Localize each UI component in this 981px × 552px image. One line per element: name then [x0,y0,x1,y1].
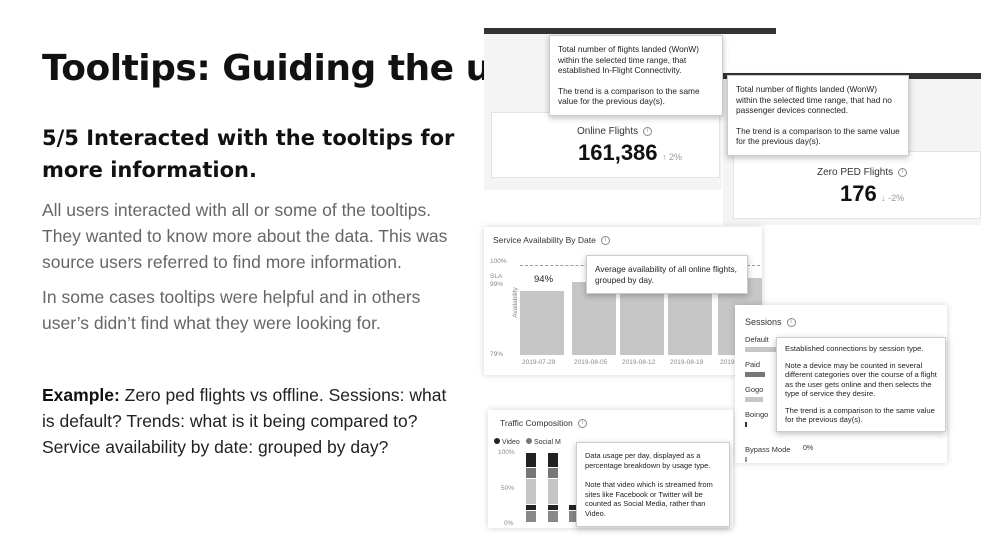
zero-ped-value: 176 [840,181,877,206]
session-row-label: Gogo [745,385,764,394]
bypass-value: 0% [803,445,814,452]
online-flights-value-row: 161,386 ↑ 2% [578,140,682,166]
date-tick: 2019 [720,359,735,366]
paragraph-1: All users interacted with all or some of… [42,200,448,272]
online-flights-value: 161,386 [578,140,658,165]
session-row-label: Boingo [745,410,769,419]
header-bar [484,28,776,34]
online-flights-trend: ↑ 2% [661,152,682,162]
example-label: Example: [42,385,120,405]
session-row-label: Default [745,335,769,344]
legend-video: Video [494,438,520,446]
zero-ped-tooltip: Total number of flights landed (WonW) wi… [727,75,909,156]
sessions-tooltip: Established connections by session type.… [776,337,946,432]
sla-label: SLA [490,273,503,280]
info-icon[interactable]: i [600,236,610,246]
bar-value-label: 94% [534,274,554,285]
session-row-label: Bypass Mode [745,445,791,454]
traffic-bar-segment [526,453,536,467]
traffic-composition-tooltip: Data usage per day, displayed as a perce… [576,442,730,527]
traffic-bar-segment [547,505,558,510]
service-availability-tooltip: Average availability of all online fligh… [586,255,748,294]
traffic-bar-segment [547,468,558,478]
online-flights-tooltip: Total number of flights landed (WonW) wi… [549,35,723,116]
traffic-bar-segment [547,479,558,504]
availability-bar[interactable] [520,290,564,355]
y-tick-top: 100% [490,258,507,265]
example-body: Zero ped flights vs offline. Sessions: w… [42,385,447,457]
online-flights-label: Online Flights i [577,126,653,137]
availability-bar[interactable] [668,282,712,355]
date-tick: 2019-08-05 [574,359,608,366]
traffic-bar-segment [569,505,579,510]
service-availability-panel: Service Availability By Date i 100% SLA 9… [484,227,762,375]
y-tick-bottom: 79% [490,351,504,358]
traffic-bar-segment [526,468,536,478]
example-text: Example: Zero ped flights vs offline. Se… [42,382,462,460]
session-bar [745,397,763,402]
slide-subtitle: 5/5 Interacted with the tooltips for mor… [42,126,455,182]
availability-bar[interactable] [572,282,616,355]
session-bar [745,422,747,427]
traffic-bar-segment [569,511,579,522]
zero-ped-label: Zero PED Flights i [817,167,908,178]
session-row-label: Paid [745,360,761,369]
sla-value: 99% [490,281,504,288]
y-tick-0: 0% [504,520,514,527]
traffic-composition-title: Traffic Composition i [500,418,587,429]
slide-title: Tooltips: Guiding the user [42,48,553,89]
service-availability-title: Service Availability By Date i [493,235,610,246]
online-flights-card: Online Flights i 161,386 ↑ 2% [491,112,720,178]
info-icon[interactable]: i [786,318,796,328]
paragraph-2: In some cases tooltips were helpful and … [42,287,421,333]
info-icon[interactable]: i [643,126,653,136]
date-tick: 2019-08-12 [622,359,656,366]
zero-ped-trend: ↓ -2% [881,193,905,203]
zero-ped-card: Zero PED Flights i 176 ↓ -2% [733,151,981,219]
y-tick-100: 100% [498,449,515,456]
traffic-bar-segment [526,479,536,504]
traffic-bar-segment [547,511,558,522]
date-tick: 2019-08-19 [670,359,704,366]
date-tick: 2019-07-29 [522,359,556,366]
traffic-bar-segment [526,511,536,522]
zero-ped-value-row: 176 ↓ -2% [840,181,904,207]
info-icon[interactable]: i [898,167,908,177]
info-icon[interactable]: i [577,419,587,429]
sessions-title: Sessions i [745,317,796,328]
session-bar [745,457,747,462]
session-bar [745,372,765,377]
legend-social: Social M [526,438,561,446]
y-tick-50: 50% [501,485,515,492]
traffic-bar-segment [547,453,558,467]
y-axis-label: Availability [511,287,519,318]
availability-bar[interactable] [620,282,664,355]
traffic-bar-segment [526,505,536,510]
